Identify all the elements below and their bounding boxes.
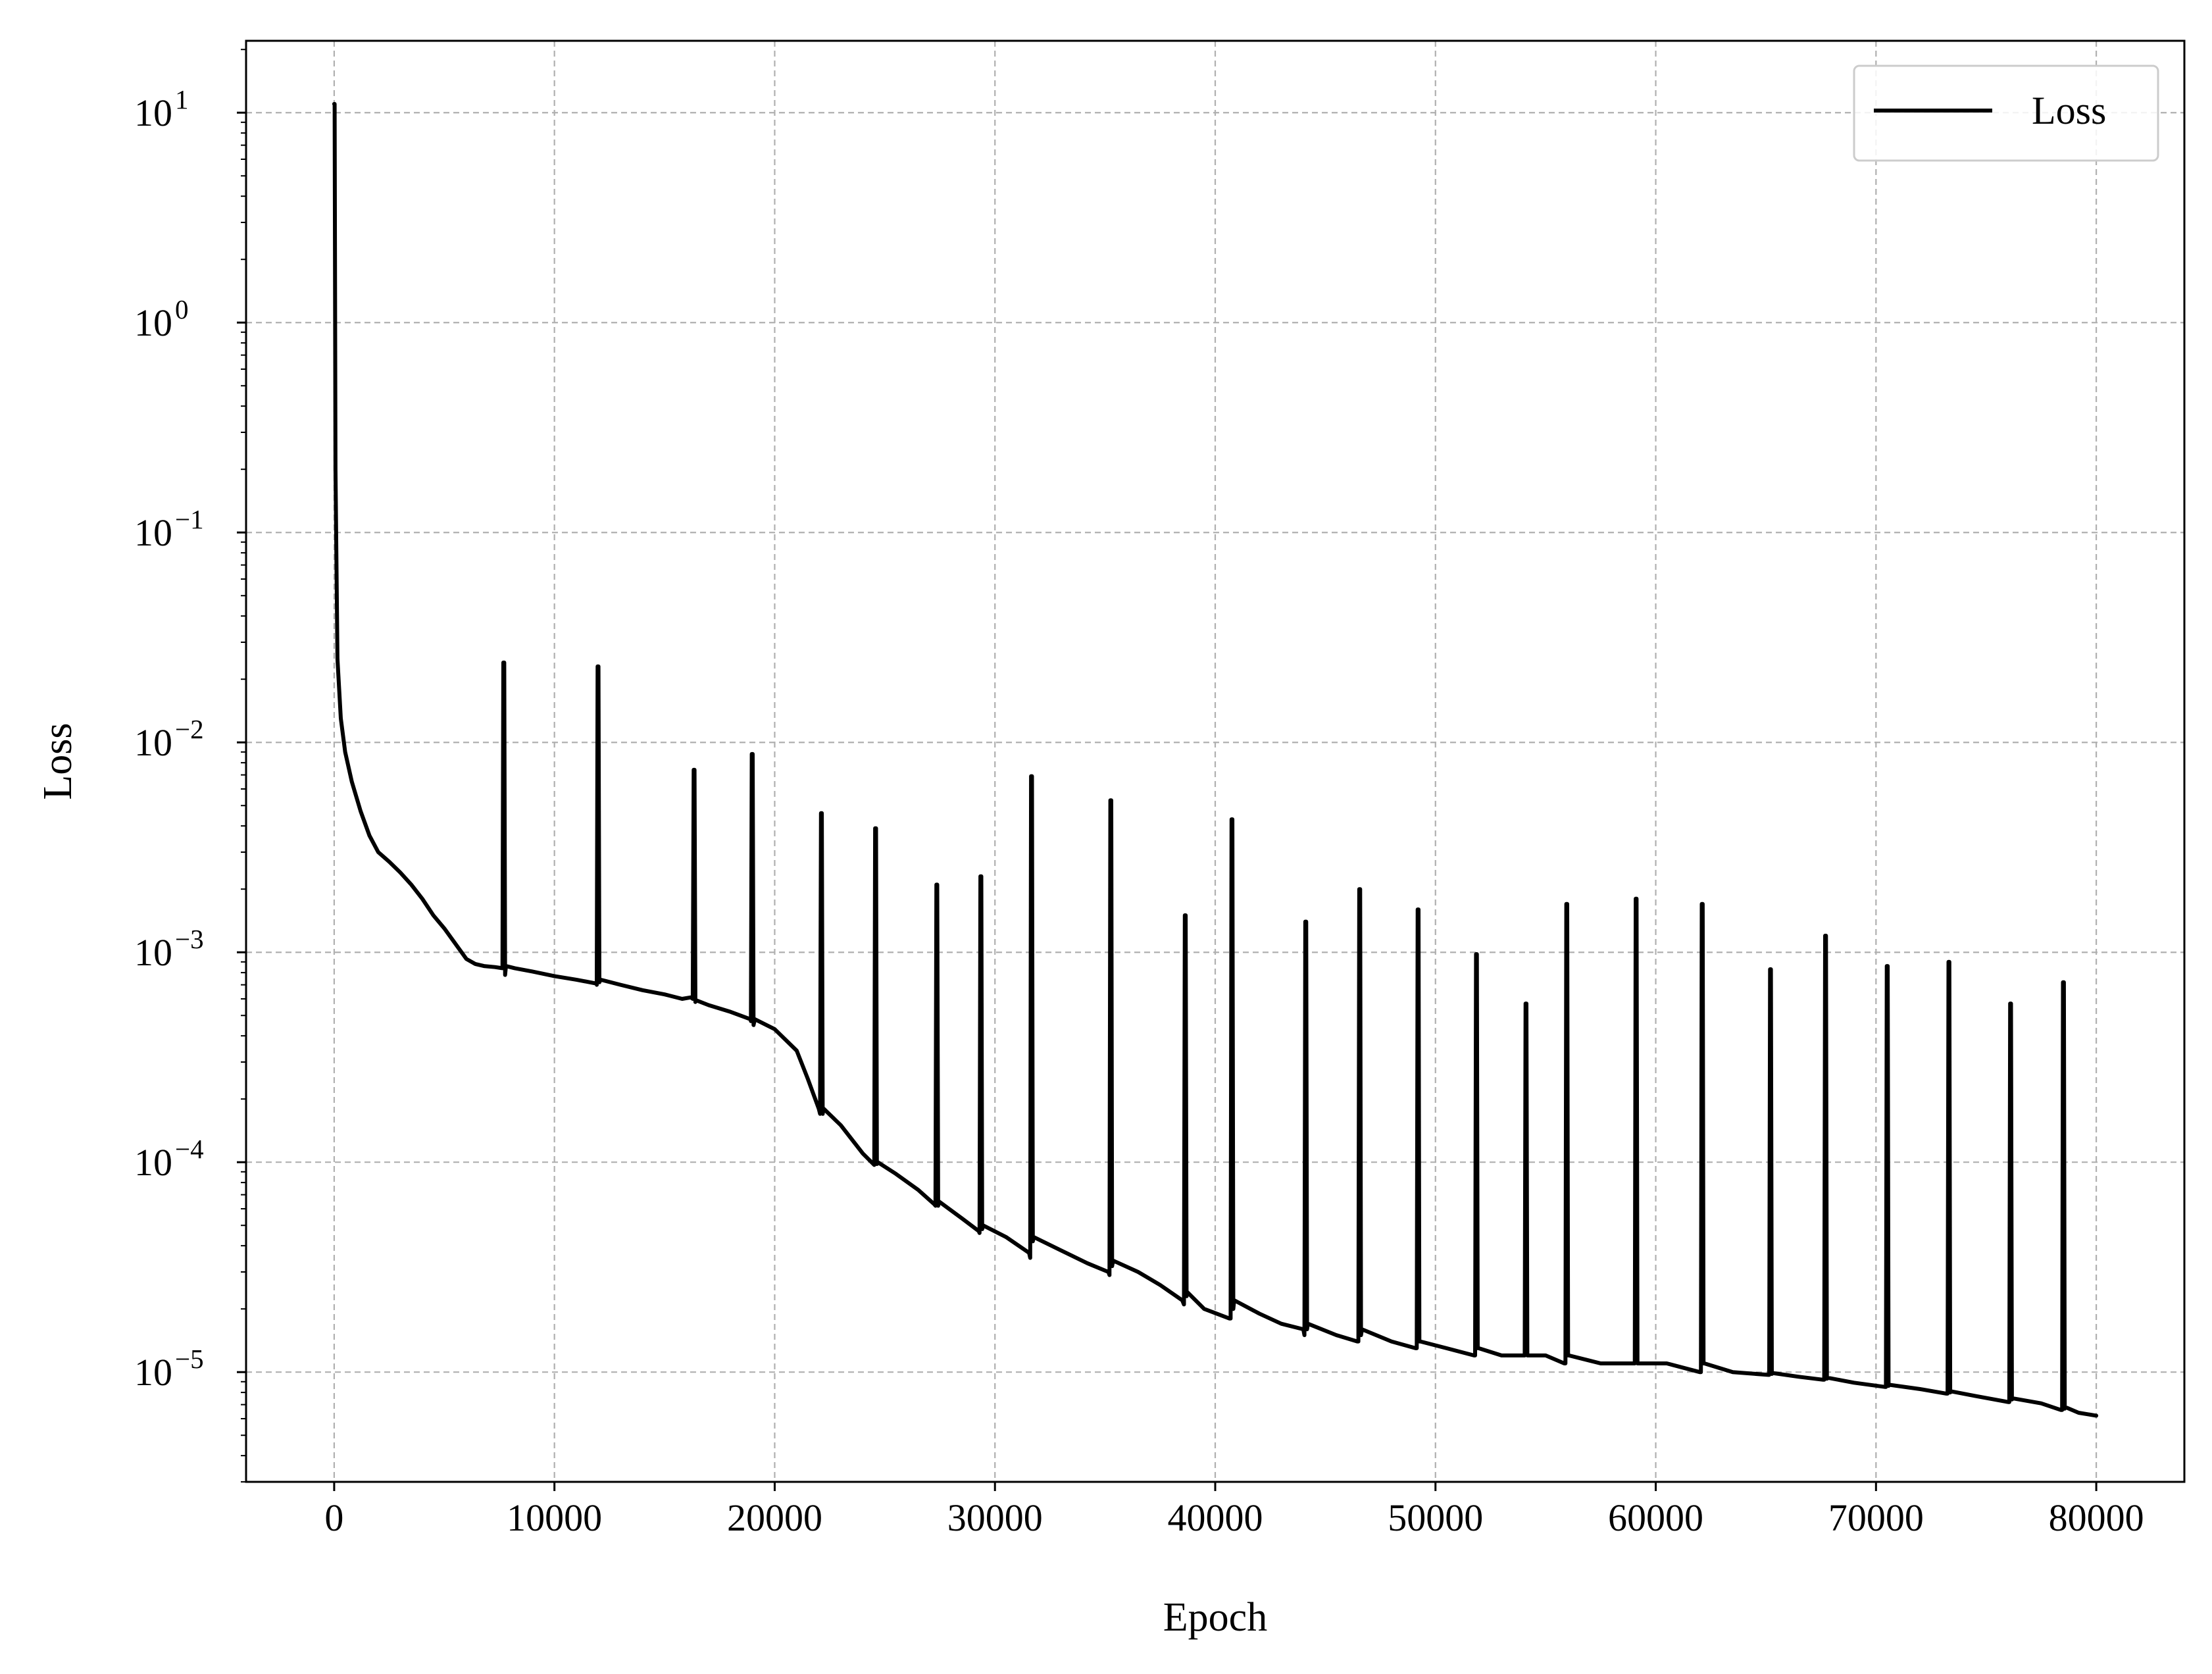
series-layer	[332, 102, 2099, 1418]
y-tick-label: 10 1	[134, 84, 189, 134]
y-tick-label-base: 10	[134, 511, 172, 554]
y-tick-label-base: 10	[134, 721, 172, 764]
series-line-loss	[332, 102, 2099, 1418]
x-tick-label: 70000	[1828, 1496, 1924, 1539]
y-axis-label: Loss	[36, 723, 80, 799]
y-tick-label-base: 10	[134, 301, 172, 344]
plot-frame	[245, 39, 2186, 1483]
y-tick-label: 10 −3	[134, 924, 204, 974]
y-tick-label-exponent: −4	[175, 1134, 204, 1164]
x-axis: 0 10000 20000 30000 40000 50000 60000 70000 8000…	[324, 1482, 2144, 1539]
y-tick-label-base: 10	[134, 931, 172, 974]
y-tick-label-exponent: −1	[175, 504, 204, 534]
y-tick-label: 10 −2	[134, 714, 204, 764]
x-tick-label: 0	[324, 1496, 343, 1539]
y-tick-label: 10 0	[134, 294, 189, 344]
y-tick-label-base: 10	[134, 91, 172, 134]
x-axis-label: Epoch	[1163, 1595, 1267, 1640]
y-tick-label-base: 10	[134, 1351, 172, 1394]
x-tick-label: 10000	[507, 1496, 602, 1539]
legend: Loss	[1853, 64, 2159, 162]
x-tick-label: 50000	[1388, 1496, 1483, 1539]
y-tick-label-exponent: −2	[175, 714, 204, 744]
grid	[246, 41, 2184, 1482]
y-tick-label-exponent: 0	[175, 294, 189, 324]
y-tick-label-exponent: −3	[175, 924, 204, 954]
y-tick-label: 10 −5	[134, 1344, 204, 1394]
legend-box	[1853, 64, 2159, 162]
x-tick-label: 80000	[2049, 1496, 2144, 1539]
y-tick-label-exponent: 1	[175, 84, 189, 114]
legend-label-loss: Loss	[2032, 89, 2106, 132]
y-tick-label-base: 10	[134, 1141, 172, 1184]
y-tick-label: 10 −1	[134, 504, 204, 554]
y-tick-label-exponent: −5	[175, 1344, 204, 1374]
x-tick-label: 40000	[1168, 1496, 1263, 1539]
x-tick-label: 60000	[1608, 1496, 1703, 1539]
x-tick-label: 30000	[947, 1496, 1043, 1539]
x-tick-label: 20000	[727, 1496, 822, 1539]
y-tick-label: 10 −4	[134, 1134, 204, 1184]
